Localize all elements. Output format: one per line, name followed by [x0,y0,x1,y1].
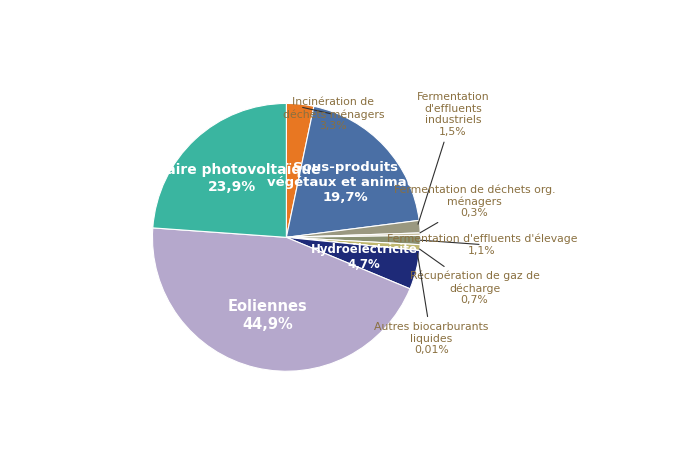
Text: Fermentation de déchets org.
ménagers
0,3%: Fermentation de déchets org. ménagers 0,… [394,184,555,233]
Wedge shape [286,237,420,251]
Text: Autres biocarburants
liquides
0,01%: Autres biocarburants liquides 0,01% [374,253,489,355]
Wedge shape [286,220,420,237]
Wedge shape [286,237,419,289]
Wedge shape [286,233,420,237]
Text: Incinération de
déchets ménagers
3,3%: Incinération de déchets ménagers 3,3% [283,97,384,131]
Wedge shape [153,228,410,371]
Text: Fermentation d'effluents d'élevage
1,1%: Fermentation d'effluents d'élevage 1,1% [386,234,577,256]
Wedge shape [286,237,419,251]
Text: Récupération de gaz de
décharge
0,7%: Récupération de gaz de décharge 0,7% [410,249,540,305]
Wedge shape [286,103,314,237]
Text: Eoliennes
44,9%: Eoliennes 44,9% [228,299,308,332]
Wedge shape [286,106,419,237]
Text: Sous-produits
végétaux et animaux
19,7%: Sous-produits végétaux et animaux 19,7% [267,161,424,204]
Text: Solaire photovoltaïque
23,9%: Solaire photovoltaïque 23,9% [142,164,321,194]
Wedge shape [153,103,286,237]
Text: Hydroélectricite
4,7%: Hydroélectricite 4,7% [311,243,418,271]
Text: Fermentation
d'effluents
industriels
1,5%: Fermentation d'effluents industriels 1,5… [416,92,489,224]
Wedge shape [286,235,420,245]
